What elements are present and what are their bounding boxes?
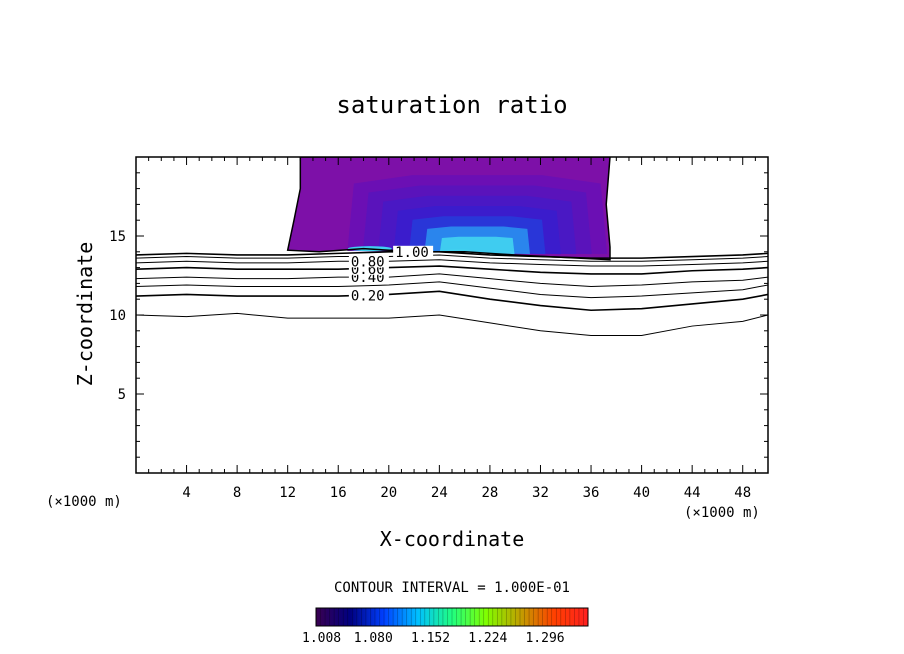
x-tick-label: 8 [233,485,241,501]
contour-label-bg [348,289,389,302]
contour-label-bg [393,245,434,258]
x-axis-label: X-coordinate [380,527,525,551]
contour-line [136,265,768,275]
contour-interval-label: CONTOUR INTERVAL = 1.000E-01 [334,580,570,596]
contour-line [136,254,768,262]
colorbar-label: 1.224 [468,631,507,646]
y-tick-label: 15 [109,229,126,245]
x-tick-label: 48 [734,485,751,501]
x-tick-label: 20 [380,485,397,501]
x-unit-label: (×1000 m) [684,505,760,521]
contour-line [136,281,768,299]
colorbar-label: 1.296 [525,631,564,646]
plot-area: 0.200.400.600.801.00 [136,157,768,337]
x-tick-label: 4 [182,485,190,501]
colorbar-label: 1.008 [302,631,341,646]
colorbar: 1.008 1.080 1.152 1.224 1.296 [302,607,589,646]
contour-label: 0.80 [351,254,385,270]
y-unit-label: (×1000 m) [46,494,122,510]
contour-line [136,312,768,337]
contour-line [136,259,768,267]
x-tick-label: 40 [633,485,650,501]
contour-line [136,251,768,259]
x-tick-label: 44 [684,485,701,501]
x-tick-label: 28 [481,485,498,501]
x-tick-label: 16 [330,485,347,501]
y-axis-label: Z-coordinate [73,242,97,387]
x-tick-label: 24 [431,485,448,501]
contour-line [136,290,768,312]
x-tick-label: 36 [583,485,600,501]
saturation-region-outline [286,157,611,261]
colorbar-label: 1.080 [354,631,393,646]
contour-label: 1.00 [395,245,429,261]
y-tick-label: 5 [118,387,126,403]
colorbar-gradient [315,607,589,627]
colorbar-label: 1.152 [411,631,450,646]
contour-label: 0.20 [351,289,385,305]
contour-label-bg [348,255,389,268]
chart-title: saturation ratio [336,91,567,119]
x-tick-label: 32 [532,485,549,501]
y-tick-label: 10 [109,308,126,324]
x-tick-label: 12 [279,485,296,501]
contour-line [136,273,768,288]
